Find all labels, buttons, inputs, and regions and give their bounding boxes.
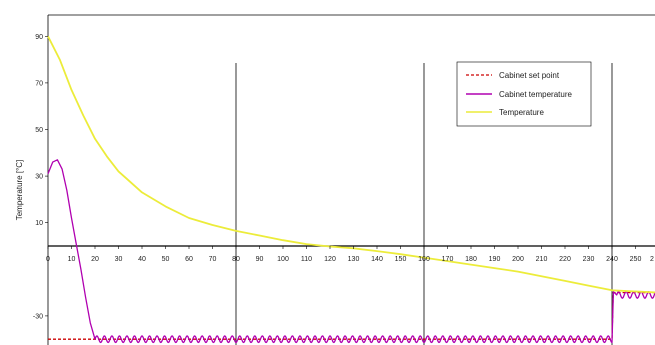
x-tick-label: 2	[650, 256, 654, 263]
x-tick-label: 250	[630, 256, 642, 263]
x-tick-label: 240	[606, 256, 618, 263]
x-tick-label: 70	[209, 256, 217, 263]
y-tick-label: 90	[35, 34, 43, 41]
x-tick-label: 230	[583, 256, 595, 263]
legend-label-temperature: Temperature	[499, 108, 544, 117]
x-tick-label: 180	[465, 256, 477, 263]
legend-label-cabinet-temperature: Cabinet temperature	[499, 90, 572, 99]
y-tick-label: 30	[35, 174, 43, 181]
x-tick-label: 120	[324, 256, 336, 263]
x-tick-label: 0	[46, 256, 50, 263]
x-tick-label: 130	[348, 256, 360, 263]
x-tick-label: 220	[559, 256, 571, 263]
axes	[47, 14, 655, 345]
y-tick-label: 10	[35, 220, 43, 227]
series-line-cabinet-set-point	[48, 291, 655, 340]
x-tick-label: 90	[256, 256, 264, 263]
y-tick-label: 70	[35, 80, 43, 87]
legend: Cabinet set point Cabinet temperature Te…	[456, 61, 592, 127]
x-tick-label: 160	[418, 256, 430, 263]
y-tick-label: 50	[35, 127, 43, 134]
tick-labels: 0 10 20 30 40 50 60 70 80 90 100 110 120 130 140 150 160…	[33, 34, 654, 321]
y-tick-label: -30	[33, 313, 43, 320]
x-tick-label: 30	[115, 256, 123, 263]
x-tick-label: 60	[185, 256, 193, 263]
x-tick-label: 10	[68, 256, 76, 263]
legend-label-cabinet-set-point: Cabinet set point	[499, 71, 560, 80]
x-tick-label: 170	[442, 256, 454, 263]
x-tick-label: 80	[232, 256, 240, 263]
series-lines	[47, 35, 655, 344]
y-axis-label: Temperature [°C]	[15, 160, 24, 221]
x-tick-label: 20	[91, 256, 99, 263]
x-tick-label: 210	[536, 256, 548, 263]
series-line-temperature	[47, 35, 655, 294]
x-tick-label: 110	[301, 256, 312, 263]
vertical-markers	[235, 63, 613, 345]
series-line-cabinet-temperature	[47, 159, 655, 344]
x-tick-label: 190	[489, 256, 501, 263]
x-tick-label: 100	[277, 256, 289, 263]
x-tick-label: 140	[371, 256, 383, 263]
x-tick-label: 150	[395, 256, 407, 263]
x-tick-label: 200	[512, 256, 524, 263]
x-tick-label: 50	[162, 256, 170, 263]
x-tick-label: 40	[138, 256, 146, 263]
